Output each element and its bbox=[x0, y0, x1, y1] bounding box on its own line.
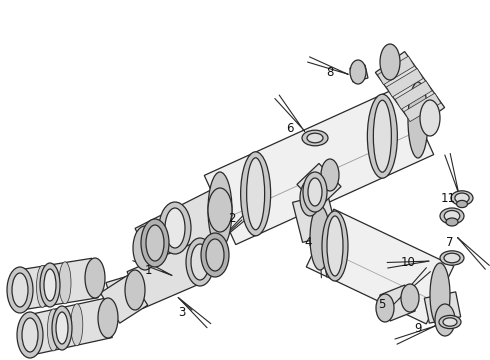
Ellipse shape bbox=[165, 208, 185, 248]
Polygon shape bbox=[135, 190, 230, 267]
Polygon shape bbox=[293, 194, 338, 242]
Polygon shape bbox=[297, 163, 341, 208]
Text: 1: 1 bbox=[144, 264, 152, 276]
Ellipse shape bbox=[141, 219, 169, 267]
Polygon shape bbox=[17, 258, 98, 310]
Ellipse shape bbox=[310, 206, 330, 270]
Ellipse shape bbox=[208, 172, 232, 248]
Text: 8: 8 bbox=[326, 66, 334, 78]
Ellipse shape bbox=[146, 225, 164, 261]
Ellipse shape bbox=[44, 269, 56, 301]
Text: 4: 4 bbox=[304, 235, 312, 248]
Ellipse shape bbox=[368, 94, 397, 178]
Ellipse shape bbox=[308, 178, 322, 206]
Ellipse shape bbox=[206, 239, 224, 271]
Ellipse shape bbox=[71, 304, 83, 346]
Polygon shape bbox=[404, 93, 441, 122]
Ellipse shape bbox=[350, 60, 366, 84]
Ellipse shape bbox=[22, 318, 38, 352]
Ellipse shape bbox=[40, 263, 60, 307]
Text: 2: 2 bbox=[228, 212, 236, 225]
Ellipse shape bbox=[7, 267, 33, 313]
Ellipse shape bbox=[303, 172, 327, 212]
Ellipse shape bbox=[59, 262, 71, 304]
Ellipse shape bbox=[300, 180, 320, 216]
Polygon shape bbox=[380, 285, 415, 321]
Ellipse shape bbox=[302, 130, 328, 146]
Polygon shape bbox=[375, 51, 444, 129]
Polygon shape bbox=[387, 68, 423, 97]
Text: 3: 3 bbox=[178, 306, 186, 319]
Ellipse shape bbox=[451, 191, 473, 205]
Text: 9: 9 bbox=[414, 321, 422, 334]
Text: 6: 6 bbox=[286, 122, 294, 135]
Ellipse shape bbox=[201, 233, 229, 277]
Ellipse shape bbox=[408, 82, 428, 158]
Ellipse shape bbox=[36, 265, 49, 307]
Text: 11: 11 bbox=[441, 192, 456, 204]
Ellipse shape bbox=[307, 133, 323, 143]
Ellipse shape bbox=[435, 304, 455, 336]
Ellipse shape bbox=[85, 258, 105, 298]
Ellipse shape bbox=[191, 244, 209, 280]
Polygon shape bbox=[306, 209, 454, 324]
Ellipse shape bbox=[98, 298, 118, 338]
Ellipse shape bbox=[444, 211, 460, 221]
Ellipse shape bbox=[401, 284, 419, 312]
Text: 5: 5 bbox=[378, 297, 386, 310]
Ellipse shape bbox=[159, 202, 191, 254]
Polygon shape bbox=[127, 244, 208, 309]
Ellipse shape bbox=[420, 100, 440, 136]
Ellipse shape bbox=[430, 263, 450, 327]
Polygon shape bbox=[424, 292, 461, 323]
Ellipse shape bbox=[373, 100, 392, 172]
Ellipse shape bbox=[17, 312, 43, 358]
Ellipse shape bbox=[440, 208, 464, 224]
Ellipse shape bbox=[455, 193, 469, 203]
Text: 7: 7 bbox=[446, 235, 454, 248]
Polygon shape bbox=[106, 276, 134, 309]
Ellipse shape bbox=[457, 201, 467, 208]
Ellipse shape bbox=[380, 44, 400, 80]
Polygon shape bbox=[350, 65, 368, 82]
Polygon shape bbox=[378, 56, 415, 85]
Ellipse shape bbox=[376, 294, 394, 322]
Ellipse shape bbox=[440, 251, 464, 265]
Ellipse shape bbox=[446, 218, 458, 226]
Ellipse shape bbox=[246, 158, 265, 230]
Ellipse shape bbox=[208, 188, 232, 232]
Ellipse shape bbox=[241, 152, 270, 236]
Ellipse shape bbox=[439, 315, 461, 329]
Ellipse shape bbox=[56, 312, 68, 344]
Ellipse shape bbox=[133, 226, 157, 270]
Ellipse shape bbox=[48, 309, 59, 351]
Ellipse shape bbox=[443, 318, 457, 326]
Polygon shape bbox=[26, 298, 112, 355]
Ellipse shape bbox=[52, 306, 72, 350]
Text: 10: 10 bbox=[400, 256, 416, 269]
Ellipse shape bbox=[321, 159, 339, 191]
Polygon shape bbox=[100, 275, 147, 323]
Ellipse shape bbox=[322, 211, 348, 281]
Polygon shape bbox=[395, 81, 432, 109]
Polygon shape bbox=[204, 85, 434, 244]
Ellipse shape bbox=[12, 273, 28, 307]
Ellipse shape bbox=[186, 238, 214, 286]
Ellipse shape bbox=[444, 253, 460, 263]
Ellipse shape bbox=[327, 216, 343, 276]
Ellipse shape bbox=[125, 270, 145, 310]
Polygon shape bbox=[108, 304, 110, 332]
